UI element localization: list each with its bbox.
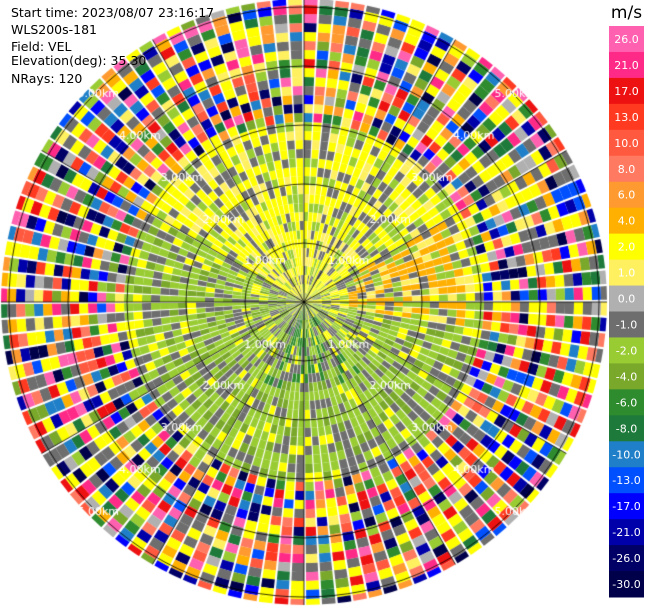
colorbar-tick-label: -10.0 <box>612 448 640 461</box>
elevation-label: Elevation(deg): 35.30 <box>11 53 147 68</box>
colorbar-tick-label: 26.0 <box>614 33 639 46</box>
colorbar-tick-label: -2.0 <box>616 344 637 357</box>
colorbar-bin <box>609 441 644 468</box>
colorbar-tick-label: -21.0 <box>612 526 640 539</box>
colorbar-tick-label: -17.0 <box>612 500 640 513</box>
colorbar-bin <box>609 571 644 598</box>
colorbar-tick-label: 2.0 <box>618 241 636 254</box>
colorbar-tick-label: -13.0 <box>612 474 640 487</box>
colorbar-bin <box>609 259 644 287</box>
colorbar-tick-label: 4.0 <box>618 215 636 228</box>
colorbar-bin <box>609 285 644 312</box>
colorbar-tick-label: -4.0 <box>616 370 637 383</box>
instrument-label: WLS200s-181 <box>11 22 97 37</box>
colorbar-tick-label: -30.0 <box>612 578 640 591</box>
colorbar-tick-label: 10.0 <box>614 137 639 150</box>
colorbar-bin <box>609 129 644 157</box>
colorbar-tick-label: 21.0 <box>614 59 639 72</box>
colorbar-bin <box>609 493 644 520</box>
colorbar-bin <box>609 337 644 364</box>
colorbar-bin <box>609 207 644 235</box>
colorbar-tick-label: -26.0 <box>612 552 640 565</box>
colorbar-tick-label: -8.0 <box>616 422 637 435</box>
colorbar-bin <box>609 233 644 261</box>
field-label: Field: VEL <box>11 39 72 54</box>
nrays-label: NRays: 120 <box>11 71 83 86</box>
colorbar-tick-label: 8.0 <box>618 163 636 176</box>
colorbar-tick-label: 0.0 <box>618 293 636 306</box>
colorbar-tick-label: 1.0 <box>618 267 636 280</box>
colorbar-bin <box>609 181 644 209</box>
start-time-label: Start time: 2023/08/07 23:16:17 <box>11 5 215 20</box>
colorbar-tick-label: -1.0 <box>616 318 637 331</box>
colorbar-tick-label: 6.0 <box>618 189 636 202</box>
colorbar-bin <box>609 51 644 79</box>
colorbar-bin <box>609 155 644 183</box>
colorbar-bin <box>609 519 644 546</box>
colorbar-tick-label: -6.0 <box>616 396 637 409</box>
colorbar-bin <box>609 363 644 390</box>
colorbar-bin <box>609 389 644 416</box>
colorbar-bin <box>609 311 644 338</box>
colorbar-tick-label: 17.0 <box>614 85 639 98</box>
colorbar-bin <box>609 467 644 494</box>
colorbar-bin <box>609 415 644 442</box>
colorbar-tick-label: 13.0 <box>614 111 639 124</box>
colorbar-unit: m/s <box>611 3 642 23</box>
colorbar-bin <box>609 26 644 53</box>
colorbar-bin <box>609 545 644 572</box>
colorbar-bin <box>609 77 644 105</box>
colorbar-bin <box>609 103 644 131</box>
